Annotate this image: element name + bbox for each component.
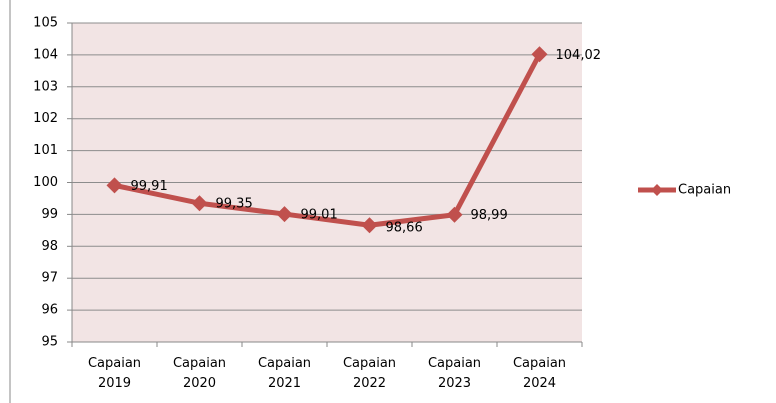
y-tick-label: 105: [33, 16, 58, 31]
data-label: 98,66: [386, 221, 423, 236]
y-tick-label: 97: [41, 271, 58, 286]
data-point: [446, 206, 463, 223]
data-point: [361, 217, 378, 234]
y-tick-label: 104: [33, 47, 58, 62]
y-tick-label: 103: [33, 79, 58, 94]
data-line: [113, 53, 542, 228]
x-tick-label: Capaian 2020: [172, 356, 227, 391]
y-tick-label: 96: [41, 303, 58, 318]
y-tick-label: 100: [33, 175, 58, 190]
y-tick-label: 95: [41, 335, 58, 350]
y-tick-label: 99: [41, 207, 58, 222]
y-tick-label: 98: [41, 239, 58, 254]
legend-marker: [651, 184, 663, 196]
data-label: 104,02: [556, 48, 602, 63]
y-tick-label: 101: [33, 143, 58, 158]
x-tick-label: Capaian 2022: [342, 356, 397, 391]
legend-label: Capaian: [678, 183, 731, 198]
y-tick-label: 102: [33, 111, 58, 126]
data-point: [531, 46, 548, 63]
data-point: [106, 177, 123, 194]
data-label: 98,99: [471, 208, 508, 223]
data-label: 99,01: [301, 208, 338, 223]
data-label: 99,91: [131, 179, 168, 194]
x-tick-label: Capaian 2024: [512, 356, 567, 391]
x-tick-label: Capaian 2019: [87, 356, 142, 391]
data-point: [191, 195, 208, 212]
x-tick-label: Capaian 2021: [257, 356, 312, 391]
data-label: 99,35: [216, 197, 253, 212]
data-point: [276, 206, 293, 223]
x-tick-label: Capaian 2023: [427, 356, 482, 391]
